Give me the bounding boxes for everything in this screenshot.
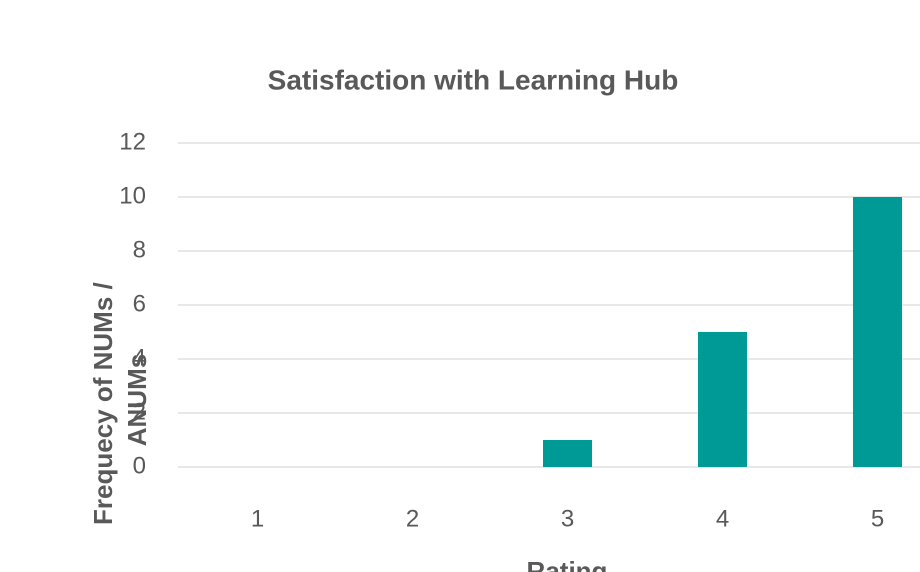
y-tick-label: 4 <box>133 344 146 371</box>
x-tick-label: 5 <box>871 505 884 532</box>
chart-title: Satisfaction with Learning Hub <box>268 64 679 95</box>
bar <box>543 440 592 467</box>
bar <box>853 197 902 467</box>
x-tick-label: 1 <box>251 505 264 532</box>
y-tick-label: 8 <box>133 236 146 263</box>
y-tick-label: 2 <box>133 398 146 425</box>
y-tick-label: 6 <box>133 290 146 317</box>
x-tick-label: 2 <box>406 505 419 532</box>
bar <box>698 332 747 467</box>
y-axis-title: Frequecy of NUMs / ANUMs <box>88 275 152 525</box>
x-tick-label: 4 <box>716 505 729 532</box>
y-tick-label: 0 <box>133 452 146 479</box>
y-tick-label: 12 <box>119 128 146 155</box>
x-tick-label: 3 <box>561 505 574 532</box>
x-axis-title: Rating <box>527 556 608 572</box>
y-tick-label: 10 <box>119 182 146 209</box>
